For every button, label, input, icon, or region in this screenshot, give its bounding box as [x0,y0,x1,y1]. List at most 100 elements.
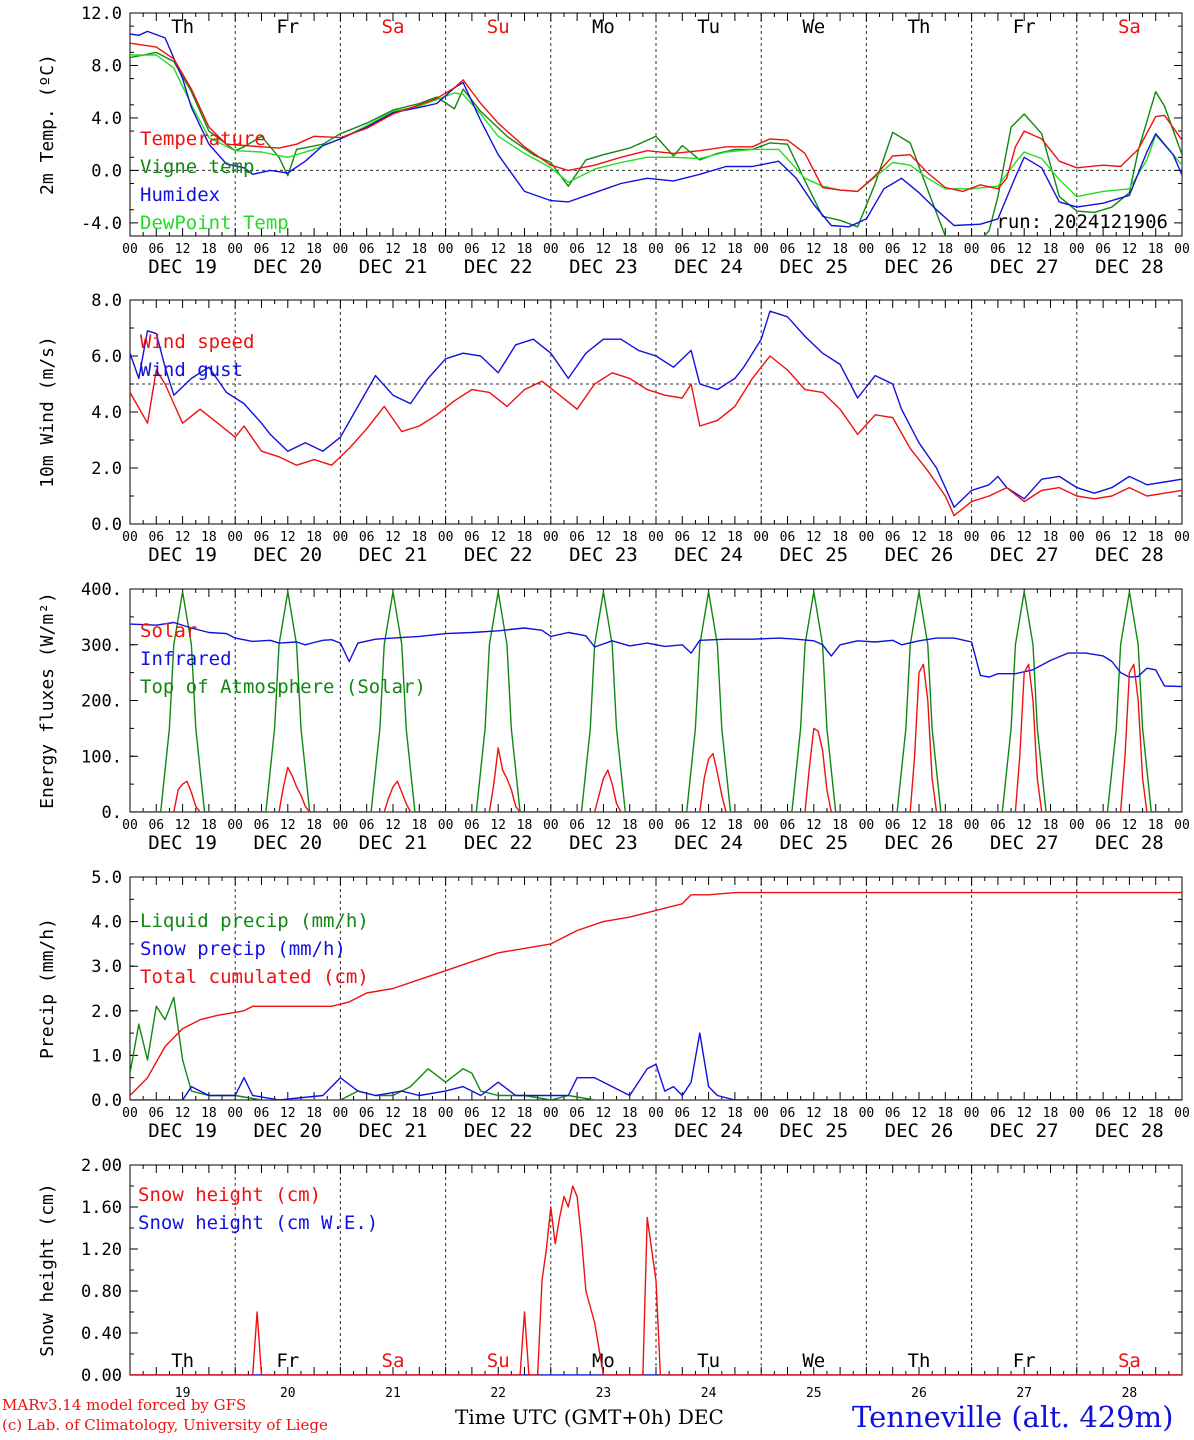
run-label: run: 2024121906 [996,211,1168,233]
hour-tick-label: 00 [964,530,980,545]
weekday-label: Fr [276,1350,299,1372]
hour-tick-label: 00 [1069,242,1085,257]
legend-entry: DewPoint Temp [140,212,289,234]
date-label: DEC 25 [779,832,848,854]
hour-tick-label: 18 [201,1106,217,1121]
hour-tick-label: 18 [1148,530,1164,545]
hour-tick-label: 18 [1043,1106,1059,1121]
date-label: DEC 27 [990,832,1059,854]
date-label: DEC 20 [253,544,322,566]
day-number-label: 24 [701,1386,717,1401]
y-tick-label: 1.0 [91,1046,122,1066]
hour-tick-label: 06 [885,242,901,257]
hour-tick-label: 00 [964,242,980,257]
hour-tick-label: 06 [254,242,270,257]
date-label: DEC 27 [990,544,1059,566]
date-label: DEC 21 [359,256,428,278]
y-tick-label: 5.0 [91,868,122,888]
date-label: DEC 19 [148,544,217,566]
hour-tick-label: 06 [148,818,164,833]
hour-tick-label: 18 [306,818,322,833]
hour-tick-label: 18 [727,530,743,545]
series-line [130,591,1182,812]
date-label: DEC 26 [885,832,954,854]
hour-tick-label: 06 [674,818,690,833]
hour-tick-label: 06 [359,1106,375,1121]
hour-tick-label: 18 [411,1106,427,1121]
hour-tick-label: 00 [1174,818,1190,833]
hour-tick-label: 12 [1016,818,1032,833]
weekday-label: Th [908,1350,931,1372]
credit-line-2: (c) Lab. of Climatology, University of L… [2,1416,328,1434]
hour-tick-label: 00 [333,242,349,257]
hour-tick-label: 12 [911,818,927,833]
hour-tick-label: 06 [464,1106,480,1121]
hour-tick-label: 00 [1069,530,1085,545]
hour-tick-label: 06 [569,242,585,257]
series-line [130,996,1182,1100]
hour-tick-label: 00 [859,1106,875,1121]
hour-tick-label: 06 [885,1106,901,1121]
hour-tick-label: 00 [753,818,769,833]
hour-tick-label: 12 [806,530,822,545]
hour-tick-label: 00 [753,1106,769,1121]
date-label: DEC 24 [674,544,743,566]
hour-tick-label: 00 [227,242,243,257]
y-tick-label: 0. [102,803,122,823]
hour-tick-label: 00 [753,530,769,545]
y-tick-label: 200. [81,692,122,712]
hour-tick-label: 00 [543,242,559,257]
hour-tick-label: 18 [727,242,743,257]
hour-tick-label: 06 [1095,818,1111,833]
hour-tick-label: 12 [385,1106,401,1121]
hour-tick-label: 00 [753,242,769,257]
hour-tick-label: 12 [806,1106,822,1121]
hour-tick-label: 12 [175,818,191,833]
hour-tick-label: 12 [701,818,717,833]
hour-tick-label: 00 [648,1106,664,1121]
date-label: DEC 27 [990,1120,1059,1142]
date-label: DEC 25 [779,1120,848,1142]
hour-tick-label: 06 [780,818,796,833]
hour-tick-label: 06 [254,530,270,545]
hour-tick-label: 12 [280,1106,296,1121]
weekday-label: Fr [1013,16,1036,38]
hour-tick-label: 00 [1174,1106,1190,1121]
hour-tick-label: 00 [543,1106,559,1121]
hour-tick-label: 12 [1016,530,1032,545]
date-label: DEC 21 [359,1120,428,1142]
y-tick-label: 1.60 [81,1198,122,1218]
series-line [130,30,1182,228]
hour-tick-label: 18 [306,530,322,545]
hour-tick-label: 00 [438,818,454,833]
y-tick-label: 0.80 [81,1282,122,1302]
date-label: DEC 23 [569,1120,638,1142]
y-tick-label: 12.0 [81,4,122,24]
weekday-label: Th [908,16,931,38]
date-label: DEC 23 [569,832,638,854]
y-tick-label: 2.0 [91,1002,122,1022]
weekday-label: Tu [697,1350,720,1372]
hour-tick-label: 12 [596,530,612,545]
hour-tick-label: 12 [280,242,296,257]
date-label: DEC 19 [148,832,217,854]
panel-frame [129,12,1183,237]
hour-tick-label: 12 [490,530,506,545]
date-label: DEC 28 [1095,1120,1164,1142]
hour-tick-label: 18 [622,1106,638,1121]
date-label: DEC 24 [674,1120,743,1142]
weekday-label: Sa [1118,1350,1141,1372]
time-axis-title: Time UTC (GMT+0h) DEC [455,1405,724,1429]
hour-tick-label: 00 [333,818,349,833]
hour-tick-label: 18 [832,1106,848,1121]
hour-tick-label: 18 [517,818,533,833]
date-label: DEC 26 [885,1120,954,1142]
hour-tick-label: 06 [148,242,164,257]
hour-tick-label: 12 [1016,242,1032,257]
hour-tick-label: 00 [1174,530,1190,545]
day-number-label: 28 [1122,1386,1138,1401]
hour-tick-label: 12 [1122,818,1138,833]
hour-tick-label: 12 [1122,242,1138,257]
hour-tick-label: 06 [674,530,690,545]
